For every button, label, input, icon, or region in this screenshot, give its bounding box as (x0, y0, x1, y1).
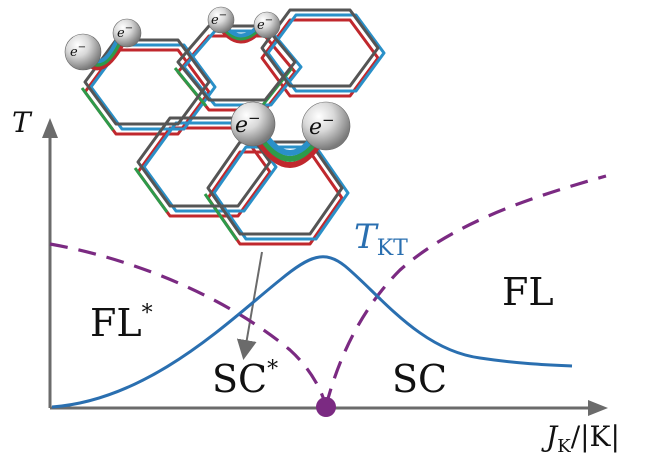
svg-text:e−: e− (309, 111, 335, 140)
phase-boundary-left (49, 242, 328, 407)
tkt-label: TKT (354, 217, 408, 261)
phase-label-sc: SC (392, 357, 447, 401)
honeycomb-lattice-illustration: e− e− e− e− e− e− (64, 6, 386, 246)
electron-small-3: e− (207, 6, 235, 34)
electron-large-1: e− (230, 101, 276, 147)
critical-point (316, 397, 336, 417)
electron-small-1: e− (64, 33, 102, 71)
electron-small-2: e− (112, 18, 142, 48)
phase-label-sc-star: SC* (212, 357, 278, 401)
x-axis-arrowhead (588, 400, 608, 416)
phase-label-fl-star: FL* (90, 301, 153, 345)
svg-text:e−: e− (117, 23, 133, 41)
lattice-layer-green (80, 67, 294, 241)
electron-large-2: e− (301, 101, 351, 151)
y-axis-label: T (12, 106, 33, 139)
x-axis-label: JK/|K| (541, 420, 620, 457)
phase-label-fl: FL (502, 270, 554, 314)
svg-text:e−: e− (235, 109, 261, 138)
phase-boundary-right (324, 174, 607, 407)
tkt-crossover-curve (51, 255, 573, 409)
electron-small-4: e− (253, 11, 281, 39)
svg-text:e−: e− (70, 42, 86, 60)
svg-text:e−: e− (257, 15, 273, 33)
y-axis-arrowhead (42, 118, 58, 138)
svg-text:e−: e− (211, 10, 227, 28)
